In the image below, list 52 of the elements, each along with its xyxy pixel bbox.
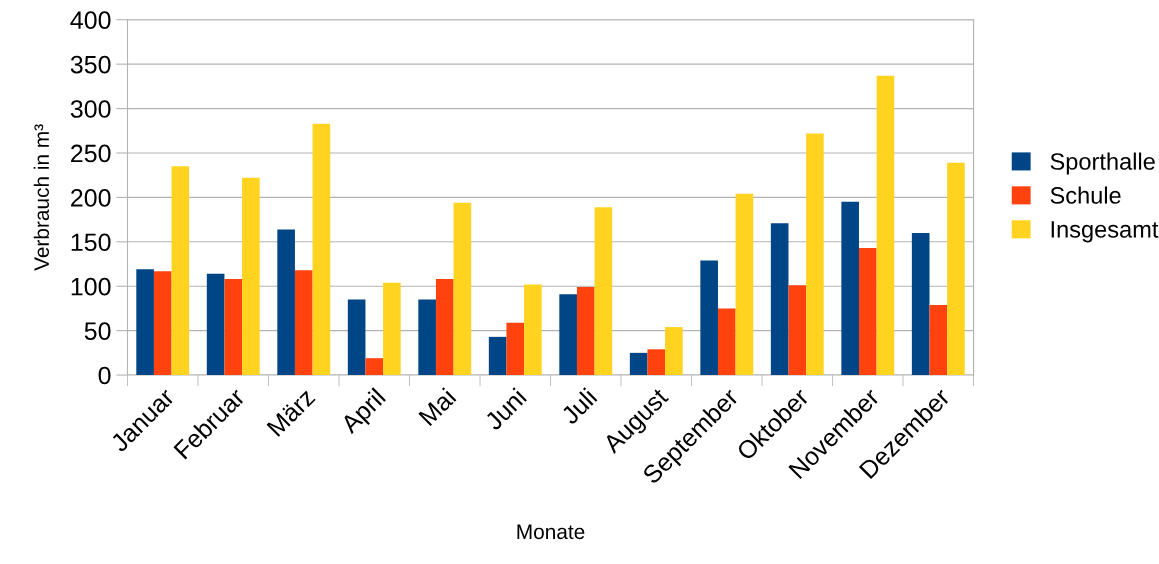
y-axis-title: Verbrauch in m³ bbox=[33, 124, 50, 271]
x-tick-label: Juli bbox=[559, 387, 598, 426]
bar bbox=[576, 287, 595, 376]
y-tick-label: 200 bbox=[71, 189, 111, 207]
bar bbox=[858, 248, 877, 376]
bar bbox=[594, 207, 613, 376]
bar bbox=[524, 284, 542, 376]
y-tick-label: 50 bbox=[84, 322, 111, 340]
bar bbox=[841, 201, 859, 376]
bar bbox=[700, 260, 718, 376]
y-tick-label: 400 bbox=[70, 11, 111, 30]
bar bbox=[559, 294, 577, 376]
bar bbox=[735, 193, 754, 376]
bar bbox=[224, 279, 243, 376]
bar bbox=[294, 270, 313, 376]
bar bbox=[136, 269, 154, 376]
bar bbox=[665, 327, 683, 376]
bar bbox=[312, 123, 331, 376]
y-tick-label: 100 bbox=[71, 277, 111, 296]
legend-label: Insgesamt bbox=[1051, 221, 1159, 243]
y-tick-label: 300 bbox=[70, 100, 111, 118]
bar bbox=[347, 299, 366, 376]
bar bbox=[365, 358, 384, 376]
bar bbox=[911, 232, 930, 376]
bar bbox=[488, 336, 507, 376]
bar bbox=[506, 322, 525, 376]
x-axis-title: Monate bbox=[517, 524, 585, 540]
bar bbox=[435, 279, 454, 376]
bar bbox=[647, 349, 666, 376]
bar bbox=[171, 166, 190, 376]
bar bbox=[277, 229, 295, 376]
bar bbox=[242, 177, 260, 376]
y-tick-label: 350 bbox=[70, 55, 111, 74]
y-tick-label: 250 bbox=[71, 144, 111, 163]
bar bbox=[929, 304, 948, 376]
bar bbox=[383, 282, 401, 376]
bar bbox=[629, 352, 648, 376]
y-tick-label: 0 bbox=[98, 366, 111, 385]
bar bbox=[206, 273, 225, 376]
bar bbox=[876, 75, 895, 376]
bar bbox=[806, 133, 824, 376]
y-tick-label: 150 bbox=[71, 233, 111, 252]
legend-label: Schule bbox=[1050, 186, 1121, 204]
bar bbox=[153, 271, 172, 376]
bar bbox=[453, 202, 472, 376]
x-tick-label: Mai bbox=[417, 387, 457, 427]
bar bbox=[418, 299, 436, 376]
bar bbox=[788, 285, 807, 376]
bar bbox=[947, 162, 965, 376]
bar bbox=[770, 223, 789, 376]
bar bbox=[717, 308, 736, 376]
legend-label: Sporthalle bbox=[1050, 152, 1155, 175]
